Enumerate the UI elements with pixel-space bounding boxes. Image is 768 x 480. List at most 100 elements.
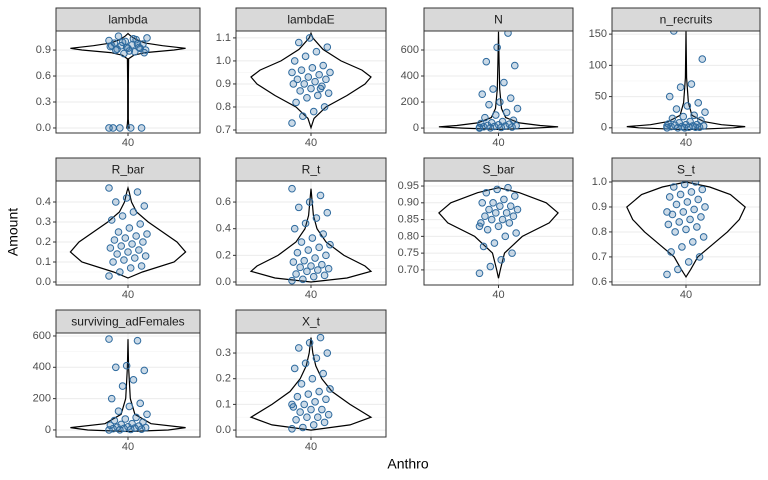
data-point [311, 254, 319, 262]
data-point [690, 111, 698, 120]
strip-label: lambdaE [287, 13, 334, 27]
data-point [663, 208, 671, 216]
strip [235, 309, 387, 334]
data-point [671, 228, 679, 236]
data-point [478, 199, 487, 207]
data-point [510, 61, 519, 70]
data-point [493, 43, 501, 52]
data-point [693, 223, 701, 231]
y-tick-label: 0.6 [36, 70, 51, 82]
y-tick-label: 0.80 [398, 230, 419, 242]
violin [626, 181, 746, 279]
data-point [487, 215, 496, 224]
x-tick-label: 40 [492, 137, 504, 149]
data-point [678, 243, 686, 251]
data-point [665, 92, 674, 101]
data-point [485, 205, 493, 214]
data-point [312, 47, 321, 56]
data-point [494, 222, 503, 231]
y-tick-label: 0 [45, 424, 51, 436]
y-tick-label: 0.9 [36, 44, 51, 56]
data-point [485, 100, 493, 109]
data-point [122, 194, 131, 202]
facet: 0.6 0.7 0.8 0.9 1.0 40 S_t [592, 157, 761, 301]
data-point [697, 213, 705, 221]
data-point [135, 246, 143, 254]
data-point [294, 203, 303, 212]
data-point [506, 94, 515, 102]
data-point [316, 191, 325, 200]
x-tick-label: 40 [680, 289, 692, 301]
data-point [324, 89, 333, 97]
x-tick-label: 40 [305, 137, 317, 149]
data-point [117, 420, 126, 429]
data-point [513, 104, 522, 113]
data-point [316, 84, 325, 93]
violin [70, 32, 186, 129]
x-tick-label: 40 [305, 441, 317, 453]
data-point [687, 188, 696, 196]
data-point [323, 208, 332, 217]
data-point [683, 198, 692, 206]
data-point [114, 228, 123, 236]
data-point [308, 234, 317, 242]
y-tick-label: 0.6 [592, 276, 607, 288]
data-point [300, 256, 309, 265]
data-point [297, 238, 306, 246]
data-point [323, 43, 332, 51]
data-point [475, 269, 484, 278]
data-point [500, 78, 508, 87]
data-point [482, 188, 491, 197]
x-tick-label: 40 [122, 289, 134, 301]
data-point [694, 195, 703, 204]
data-point [493, 185, 501, 194]
data-point [490, 239, 499, 247]
data-point [307, 405, 315, 414]
y-tick-label: 0.0 [36, 276, 51, 288]
data-point [136, 399, 145, 408]
data-point [120, 256, 128, 264]
data-point [482, 57, 491, 66]
data-point [288, 119, 296, 127]
data-point [500, 195, 508, 204]
y-tick-label: 0.2 [36, 236, 51, 248]
y-tick-label: 0.75 [398, 247, 419, 259]
data-point [690, 205, 698, 214]
data-point [489, 85, 497, 93]
data-point [129, 34, 138, 43]
data-point [691, 123, 700, 131]
data-point [293, 248, 302, 257]
strip [235, 157, 387, 182]
data-point [304, 246, 313, 254]
data-point [296, 263, 304, 272]
y-tick-label: 0.9 [216, 78, 231, 90]
data-point [318, 405, 326, 414]
data-point [114, 32, 123, 40]
data-point [117, 242, 126, 250]
data-point [118, 38, 127, 47]
data-point [324, 410, 333, 419]
data-point [136, 220, 145, 228]
data-point [300, 400, 309, 409]
data-point [676, 83, 685, 92]
data-point [110, 236, 119, 244]
data-point [114, 407, 123, 415]
data-point [309, 421, 318, 429]
y-tick-label: 600 [33, 330, 51, 342]
data-point [686, 215, 694, 224]
data-point [140, 202, 149, 210]
data-point [301, 359, 310, 368]
data-point [292, 270, 300, 278]
data-point [124, 248, 132, 256]
data-point [288, 276, 296, 285]
data-point [676, 190, 685, 199]
strip-label: N [494, 13, 503, 27]
data-point [110, 416, 119, 425]
y-tick-label: 50 [595, 90, 607, 102]
strip [423, 7, 574, 32]
y-tick-label: 0.6 [216, 196, 231, 208]
x-axis-title: Anthro [387, 456, 428, 472]
data-point [308, 64, 317, 72]
data-point [322, 251, 330, 260]
